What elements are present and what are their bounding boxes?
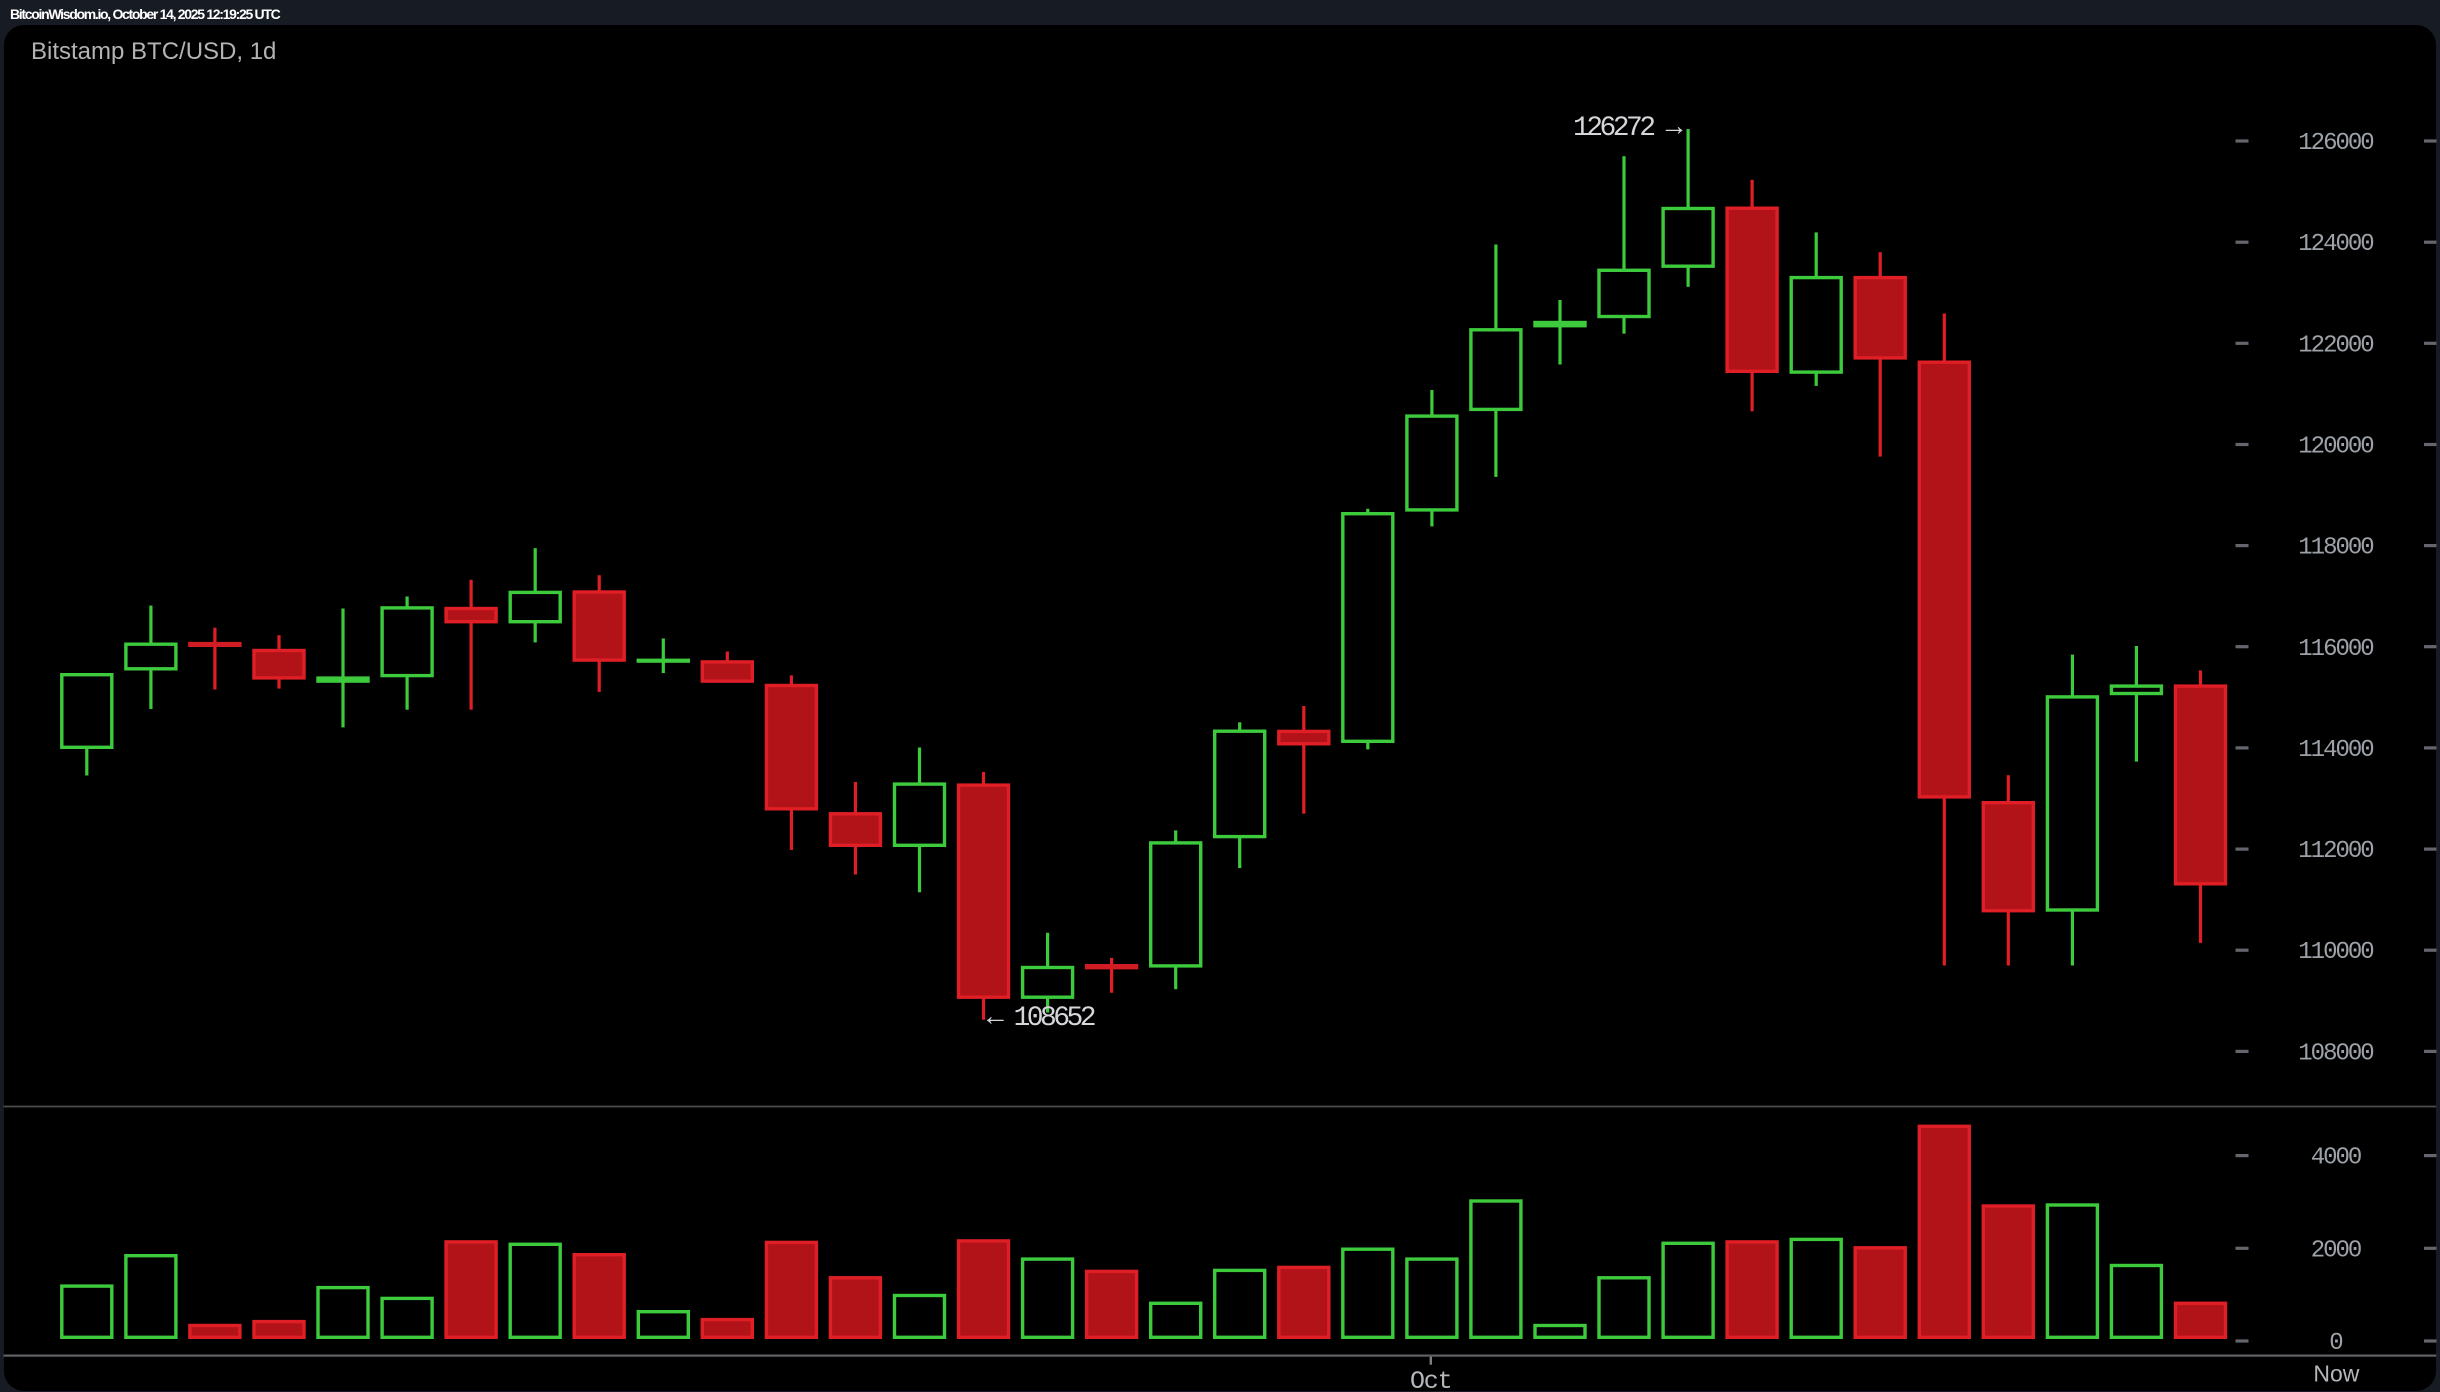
svg-text:110000: 110000 — [2298, 939, 2373, 966]
svg-text:118000: 118000 — [2298, 535, 2373, 562]
svg-text:116000: 116000 — [2298, 636, 2373, 663]
svg-text:4000: 4000 — [2311, 1145, 2361, 1172]
svg-text:0: 0 — [2329, 1330, 2342, 1357]
svg-text:122000: 122000 — [2298, 332, 2373, 359]
svg-text:Bitstamp BTC/USD, 1d: Bitstamp BTC/USD, 1d — [31, 38, 276, 65]
svg-text:120000: 120000 — [2298, 434, 2373, 461]
svg-text:← 108652: ← 108652 — [987, 1003, 1095, 1034]
svg-text:2000: 2000 — [2311, 1237, 2361, 1264]
svg-text:108000: 108000 — [2298, 1040, 2373, 1067]
svg-text:114000: 114000 — [2298, 737, 2373, 764]
svg-text:126272 →: 126272 → — [1573, 113, 1683, 144]
svg-text:Oct: Oct — [1410, 1367, 1451, 1392]
svg-text:112000: 112000 — [2298, 838, 2373, 865]
svg-text:126000: 126000 — [2298, 130, 2373, 157]
svg-text:Now: Now — [2313, 1361, 2359, 1387]
svg-text:124000: 124000 — [2298, 231, 2373, 258]
